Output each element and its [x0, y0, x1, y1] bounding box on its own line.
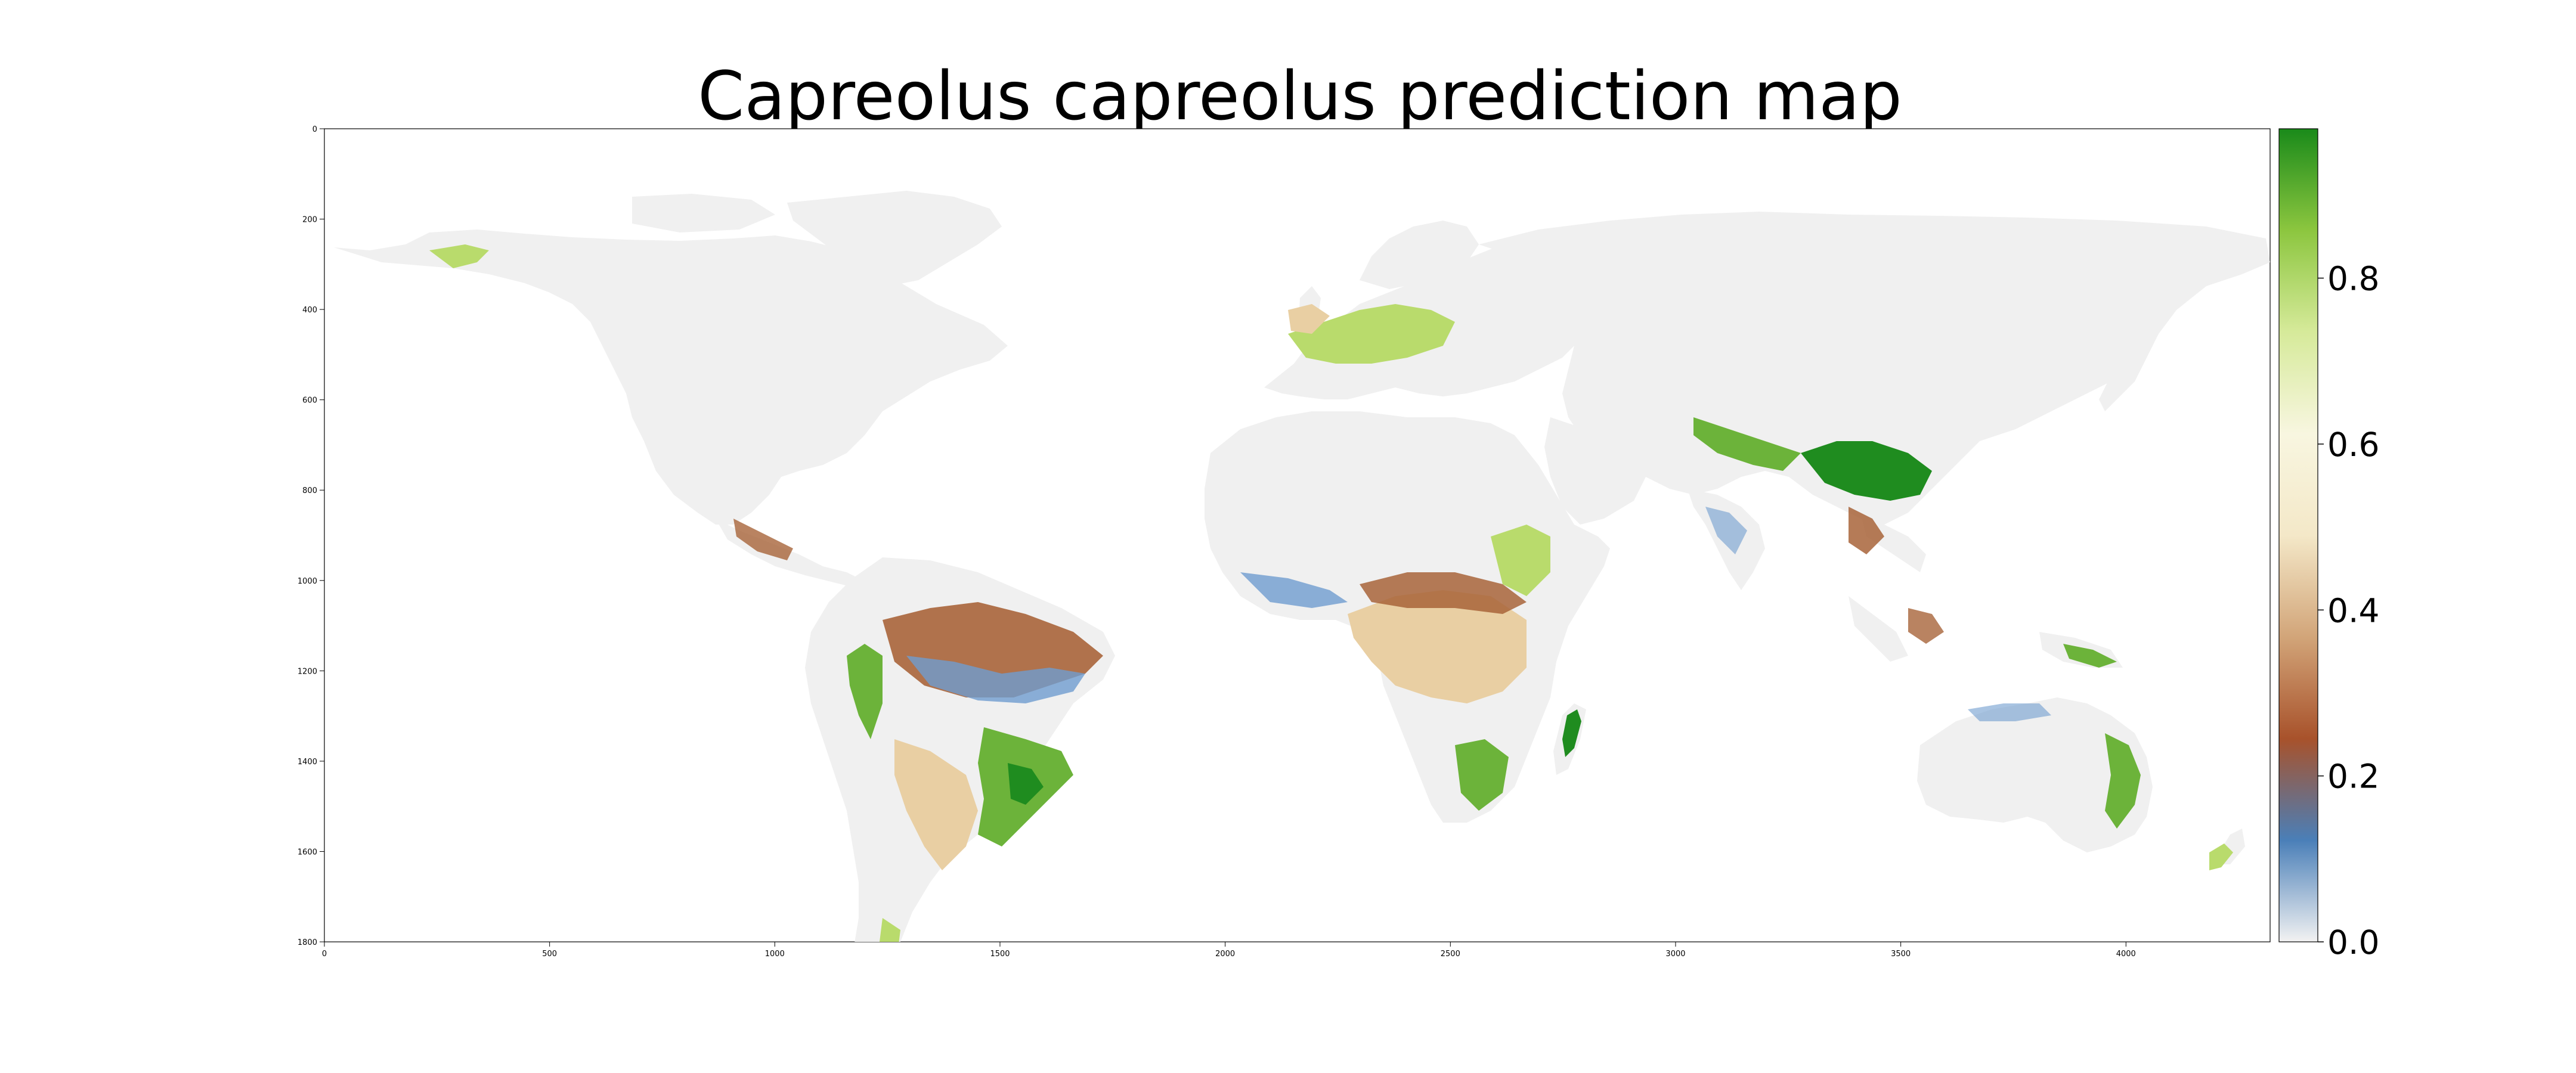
x-tick-label: 500	[542, 950, 557, 959]
x-tick-label: 1000	[765, 950, 785, 959]
y-tick-label: 400	[302, 306, 317, 315]
ng-green	[2063, 644, 2117, 668]
y-tick-label: 1800	[298, 938, 317, 947]
land-japan	[2099, 322, 2153, 411]
land-scandinavia	[1360, 221, 1479, 289]
eu-light-green	[1288, 304, 1455, 364]
x-axis: 0 500 1000 1500 2000 2500 3000 3500 4000	[322, 942, 2136, 959]
ca-brown	[733, 519, 793, 560]
asia-brown	[1849, 507, 1884, 554]
sa-green-west	[847, 644, 883, 739]
eu-tan	[1288, 304, 1330, 334]
y-tick-label: 1200	[298, 667, 317, 676]
x-tick-label: 3500	[1891, 950, 1911, 959]
land-arctic-islands	[632, 194, 775, 232]
x-tick-label: 2000	[1215, 950, 1235, 959]
au-blue-north	[1968, 703, 2051, 721]
af-blue-west	[1240, 572, 1348, 608]
y-tick-label: 800	[302, 486, 317, 495]
y-tick-label: 0	[312, 125, 317, 134]
colorbar	[2278, 128, 2318, 942]
colorbar-tick-label: 0.8	[2327, 260, 2379, 298]
colorbar-tick-label: 0.2	[2327, 758, 2379, 796]
asia-green-band	[1693, 417, 1801, 471]
madagascar-green	[1562, 709, 1581, 757]
asia-blue-india	[1705, 507, 1747, 554]
colorbar-tick-label: 0.4	[2327, 591, 2379, 629]
nz-green	[2209, 843, 2233, 870]
af-tan-central	[1348, 590, 1527, 703]
au-green-east	[2105, 733, 2141, 829]
asia-dark-green	[1801, 441, 1932, 501]
y-axis: 0 200 400 600 800 1000 1200 1400 1600 1800	[298, 125, 324, 947]
indo-brown	[1908, 608, 1944, 644]
x-tick-label: 4000	[2116, 950, 2136, 959]
x-tick-label: 2500	[1441, 950, 1460, 959]
y-tick-label: 200	[302, 216, 317, 225]
colorbar-tick-label: 0.0	[2327, 923, 2379, 962]
af-green-east	[1491, 525, 1550, 596]
land-arabia	[1544, 417, 1646, 525]
y-tick-label: 1400	[298, 758, 317, 767]
x-tick-label: 1500	[990, 950, 1010, 959]
af-green-south	[1455, 739, 1509, 811]
y-tick-label: 600	[302, 396, 317, 405]
colorbar-tick-label: 0.6	[2327, 426, 2379, 464]
land-asia	[1479, 212, 2270, 525]
land-indonesia	[1849, 596, 1908, 662]
map-title: Capreolus capreolus prediction map	[698, 58, 1902, 135]
af-brown-band	[1360, 572, 1527, 614]
sa-dark-green	[1008, 763, 1044, 805]
continents	[334, 191, 2270, 942]
x-tick-label: 3000	[1665, 950, 1685, 959]
colorbar-ticks: 0.0 0.2 0.4 0.6 0.8	[2318, 260, 2379, 962]
sa-blue-band	[906, 656, 1085, 703]
land-greenland	[787, 191, 1002, 286]
na-green-west	[429, 244, 489, 268]
land-australia	[1917, 697, 2153, 852]
land-north-america	[334, 230, 1008, 525]
sa-tan-south	[894, 739, 978, 870]
y-tick-label: 1600	[298, 848, 317, 857]
y-tick-label: 1000	[298, 577, 317, 586]
sa-green-south	[880, 918, 900, 942]
map-plot-area	[324, 128, 2271, 942]
x-tick-label: 0	[322, 950, 327, 959]
